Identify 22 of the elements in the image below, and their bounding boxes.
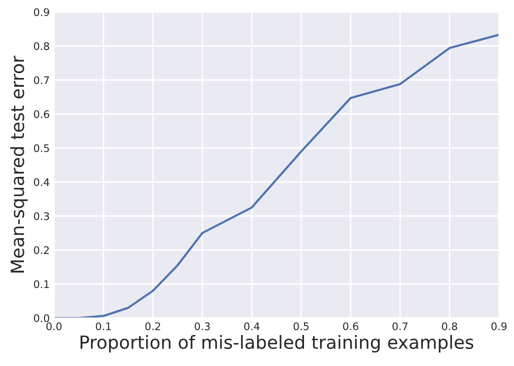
y-tick-label: 0.2 [34, 246, 49, 254]
y-tick-label: 0.9 [34, 8, 50, 16]
y-tick-label: 0.1 [34, 280, 49, 288]
x-tick-label: 0.6 [343, 322, 358, 330]
x-tick-label: 0.0 [46, 322, 62, 330]
y-tick-label: 0.7 [34, 76, 49, 84]
y-tick-label: 0.8 [34, 42, 50, 50]
x-tick-label: 0.4 [244, 322, 260, 330]
x-tick-label: 0.3 [194, 322, 210, 330]
x-tick-label: 0.7 [392, 322, 408, 330]
y-tick-label: 0.4 [34, 178, 50, 186]
x-tick-label: 0.5 [294, 322, 309, 330]
y-tick-label: 0.6 [34, 110, 50, 118]
x-tick-label: 0.8 [442, 322, 458, 330]
x-axis-title: Proportion of mis-labeled training examples [80, 335, 474, 352]
y-axis-title: Mean-squared test error [10, 56, 28, 272]
x-tick-label: 0.9 [491, 322, 507, 330]
y-tick-label: 0.5 [34, 144, 49, 152]
x-tick-label: 0.2 [145, 322, 160, 330]
x-tick-label: 0.1 [96, 322, 111, 330]
y-tick-label: 0.0 [34, 314, 50, 322]
y-tick-label: 0.3 [34, 212, 49, 220]
